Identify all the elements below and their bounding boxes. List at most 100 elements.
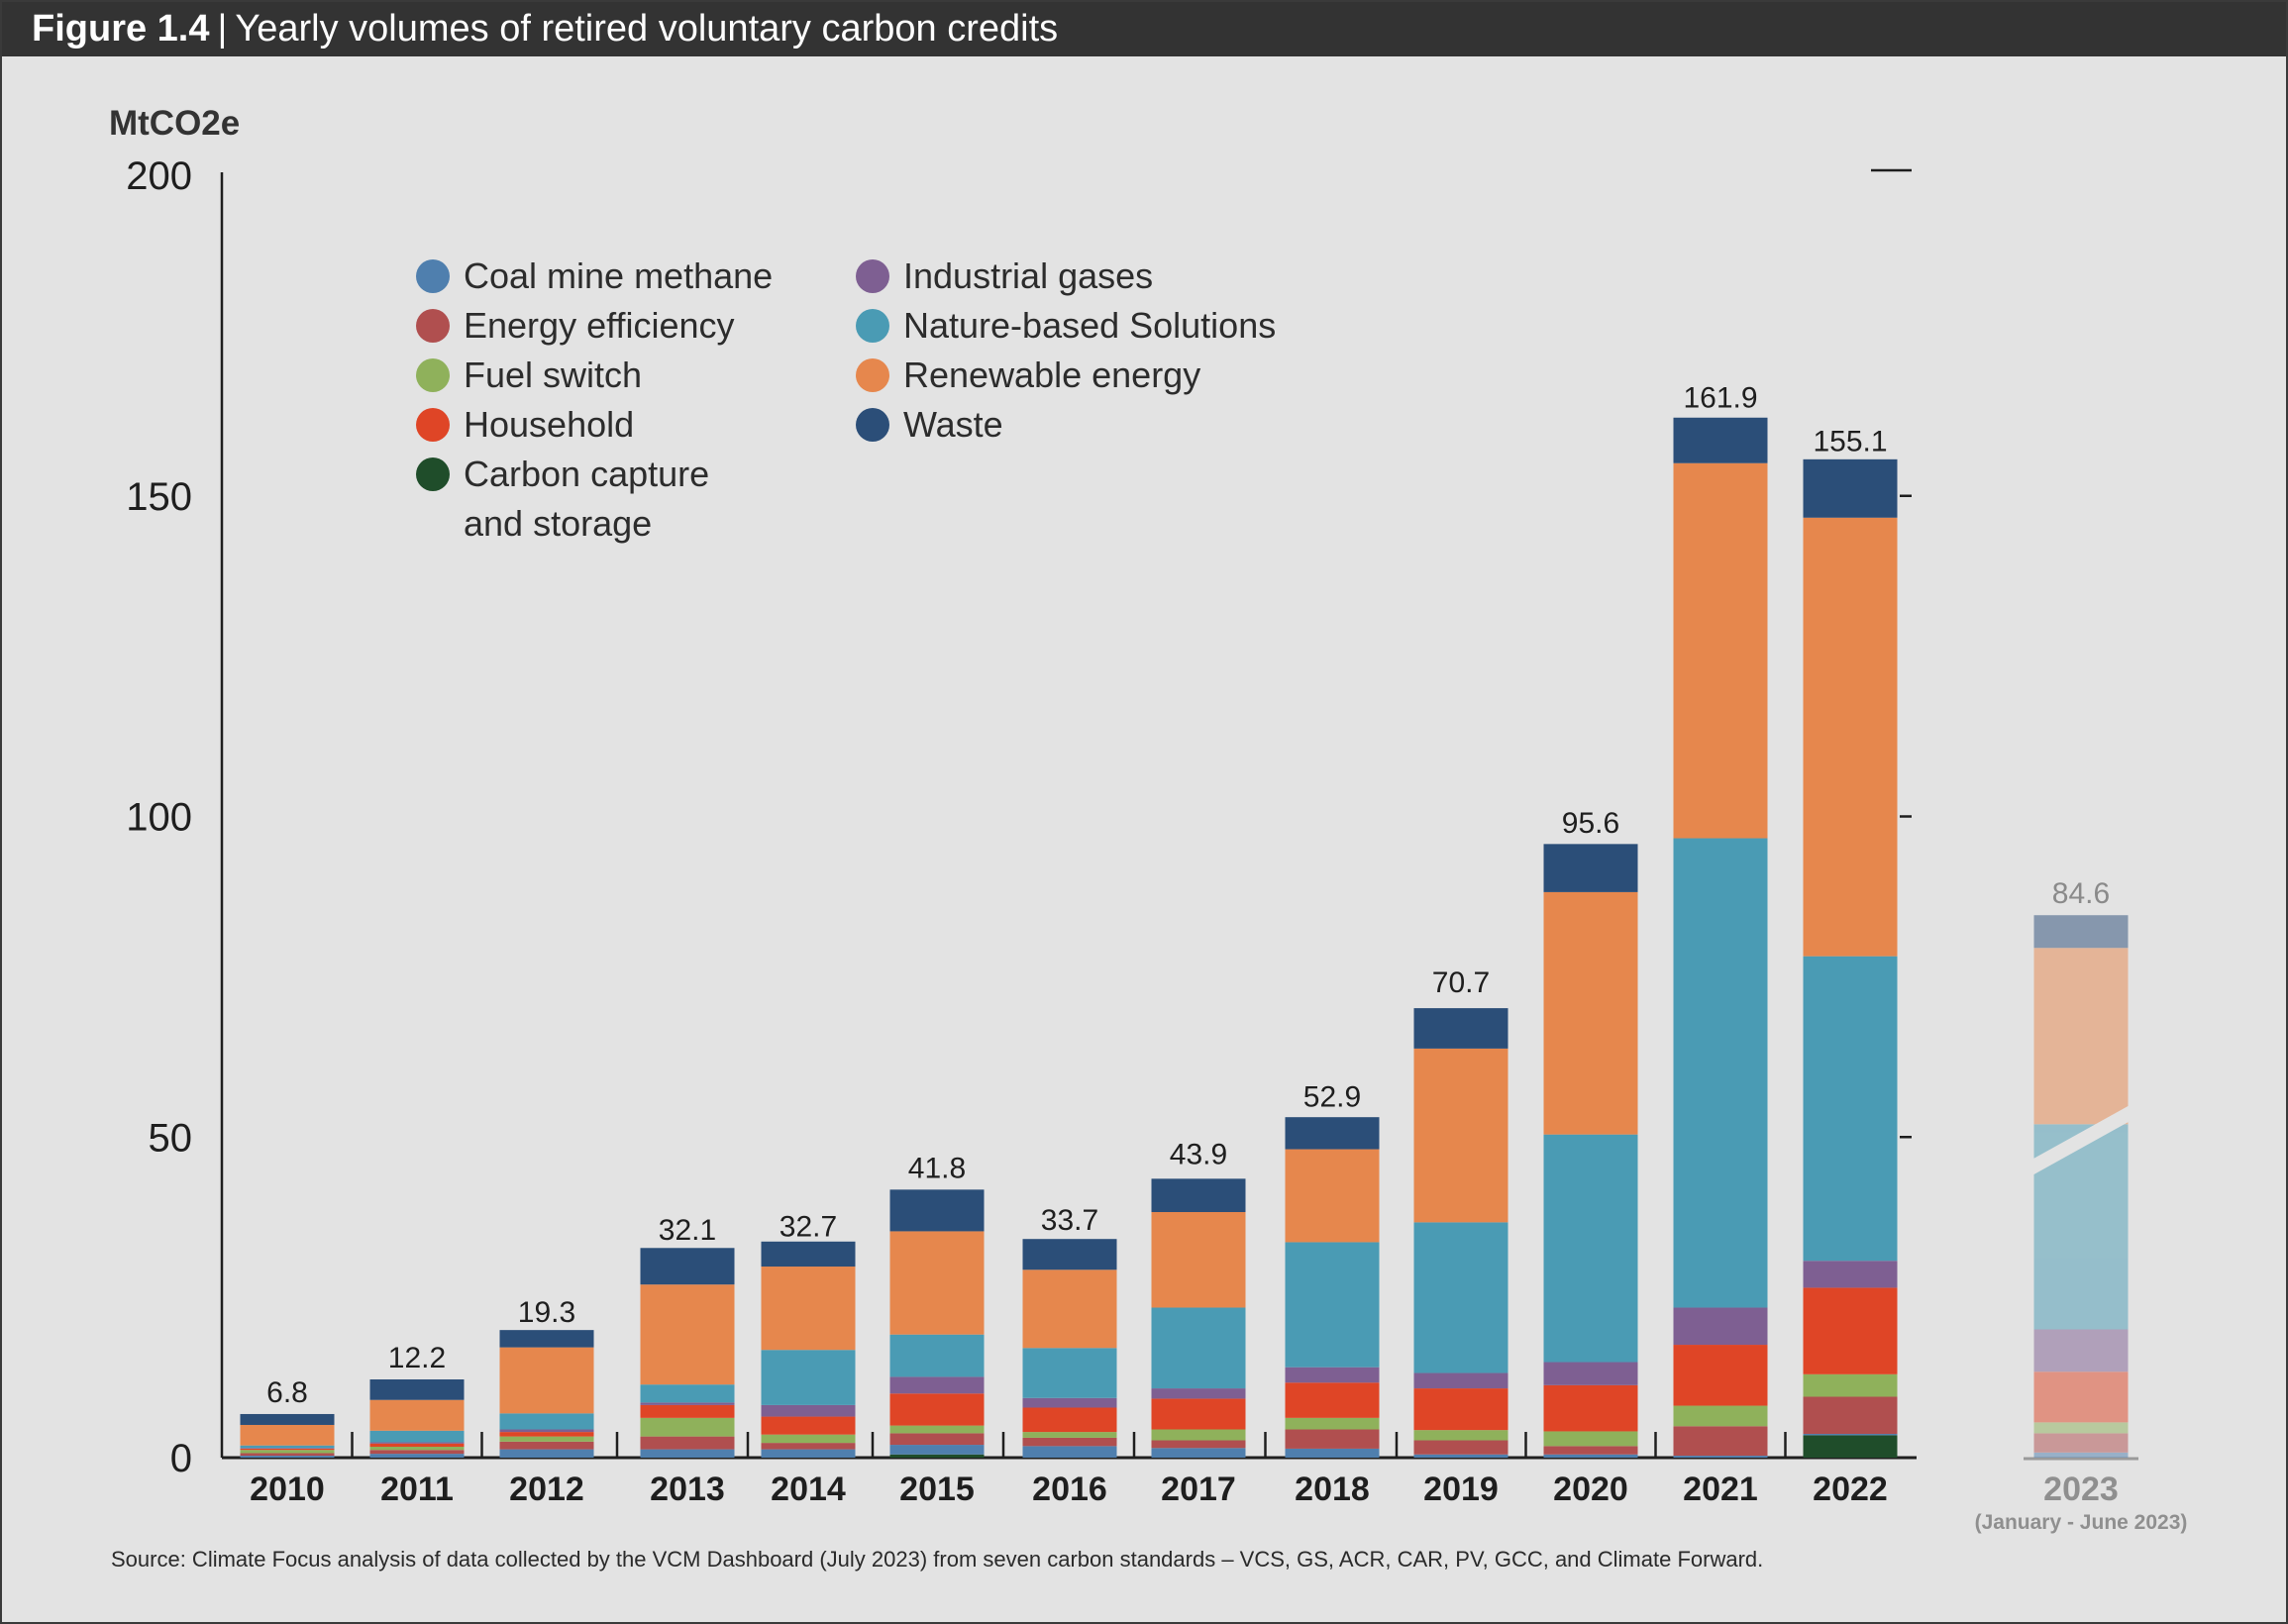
legend-swatch xyxy=(416,259,450,293)
bar-segment xyxy=(1413,1222,1508,1373)
bar-segment xyxy=(1151,1448,1246,1458)
bar-segment xyxy=(1151,1440,1246,1449)
bar-segment xyxy=(1022,1446,1117,1458)
bar-segment xyxy=(369,1454,465,1458)
bar-segment xyxy=(761,1404,856,1417)
bar-total-label: 12.2 xyxy=(388,1342,446,1374)
bar-total-label: 84.6 xyxy=(2052,877,2110,910)
bar-segment xyxy=(1673,1426,1768,1457)
bar-segment xyxy=(1022,1348,1117,1398)
legend-swatch xyxy=(856,309,889,343)
bar-total-label: 33.7 xyxy=(1041,1204,1098,1237)
bar-segment xyxy=(640,1248,735,1285)
axis-break-mark xyxy=(2031,1104,2131,1176)
bar-segment xyxy=(1543,891,1638,1135)
bar-segment xyxy=(1151,1307,1246,1389)
bar-segment xyxy=(1803,1373,1898,1397)
bar-stack xyxy=(1151,1178,1246,1458)
bar-segment xyxy=(2033,948,2129,1125)
bar-segment xyxy=(369,1430,465,1443)
bar-stack xyxy=(1673,417,1768,1458)
legend-swatch xyxy=(416,408,450,442)
bar-segment xyxy=(640,1449,735,1458)
bar-segment xyxy=(1803,1434,1898,1436)
legend-swatch xyxy=(856,259,889,293)
bar-segment xyxy=(240,1456,335,1458)
bar-segment xyxy=(1022,1397,1117,1408)
bar-segment xyxy=(761,1267,856,1351)
bar-segment xyxy=(369,1399,465,1431)
bar-segment xyxy=(369,1446,465,1451)
bar-segment xyxy=(640,1284,735,1385)
bar-segment xyxy=(1413,1372,1508,1389)
legend-swatch xyxy=(416,309,450,343)
legend-item: Nature-based Solutions xyxy=(856,301,1276,351)
legend-label: Coal mine methane xyxy=(464,255,774,296)
legend-item: Fuel switch xyxy=(416,351,642,400)
bar-segment xyxy=(1151,1388,1246,1399)
bar-segment xyxy=(240,1445,335,1449)
bar-total-label: 32.1 xyxy=(659,1214,716,1247)
x-tick-label: 2023 xyxy=(2043,1471,2119,1508)
bar-segment xyxy=(1803,1261,1898,1288)
x-tick-label: 2010 xyxy=(250,1471,325,1508)
bar-segment xyxy=(889,1393,985,1426)
bar-segment xyxy=(1673,1456,1768,1458)
bar-segment xyxy=(1543,1362,1638,1385)
bar-total-label: 52.9 xyxy=(1303,1080,1361,1113)
bar-segment xyxy=(761,1350,856,1405)
bar-segment xyxy=(1803,1435,1898,1458)
bar-segment xyxy=(1285,1429,1380,1449)
legend-label: Nature-based Solutions xyxy=(903,305,1277,346)
y-tick-label: 150 xyxy=(126,475,192,519)
bar-segment xyxy=(2033,1371,2129,1423)
bar-segment xyxy=(1285,1242,1380,1368)
bar-segment xyxy=(1803,1287,1898,1374)
bar-segment xyxy=(1022,1239,1117,1270)
x-tick-label: 2012 xyxy=(509,1471,584,1508)
legend-item: Coal mine methane xyxy=(416,252,773,301)
bar-total-label: 6.8 xyxy=(266,1376,308,1409)
bar-segment xyxy=(1543,1446,1638,1455)
bar-segment xyxy=(761,1443,856,1450)
legend-label: Household xyxy=(464,404,635,445)
partial-year-note: (January - June 2023) xyxy=(1975,1511,2188,1534)
bar-segment xyxy=(1022,1407,1117,1433)
bar-segment xyxy=(499,1413,594,1430)
source-note: Source: Climate Focus analysis of data c… xyxy=(111,1547,1764,1572)
bar-segment xyxy=(889,1231,985,1335)
y-axis-unit-label: MtCO2e xyxy=(109,104,241,143)
bar-segment xyxy=(1022,1269,1117,1349)
bar-segment xyxy=(1151,1212,1246,1308)
legend-label: Industrial gases xyxy=(903,255,1154,296)
bar-segment xyxy=(640,1404,735,1418)
legend-swatch xyxy=(416,358,450,392)
bar-segment xyxy=(889,1376,985,1394)
bar-segment xyxy=(240,1413,335,1425)
bar-segment xyxy=(499,1429,594,1433)
bar-segment xyxy=(889,1445,985,1455)
bar-total-label: 70.7 xyxy=(1432,966,1490,999)
bar-total-label: 41.8 xyxy=(908,1152,966,1184)
bar-segment xyxy=(1673,838,1768,1308)
bar-segment xyxy=(889,1433,985,1446)
bar-segment xyxy=(369,1450,465,1455)
bar-segment xyxy=(1803,1396,1898,1435)
x-tick-label: 2018 xyxy=(1295,1471,1370,1508)
y-tick-label: 100 xyxy=(126,796,192,840)
bar-total-label: 95.6 xyxy=(1562,807,1619,840)
bar-segment xyxy=(499,1432,594,1437)
bar-stack xyxy=(499,1330,594,1458)
bar-segment xyxy=(1543,1134,1638,1363)
legend-label: Fuel switch xyxy=(464,355,643,395)
bar-segment xyxy=(2033,1433,2129,1453)
bar-stack xyxy=(1413,1008,1508,1458)
bar-segment xyxy=(1543,844,1638,892)
bar-segment xyxy=(889,1425,985,1434)
legend-item: Industrial gases xyxy=(856,252,1153,301)
bar-segment xyxy=(2033,1422,2129,1434)
x-tick-label: 2020 xyxy=(1553,1471,1628,1508)
bar-segment xyxy=(1151,1398,1246,1430)
bar-segment xyxy=(1673,462,1768,839)
